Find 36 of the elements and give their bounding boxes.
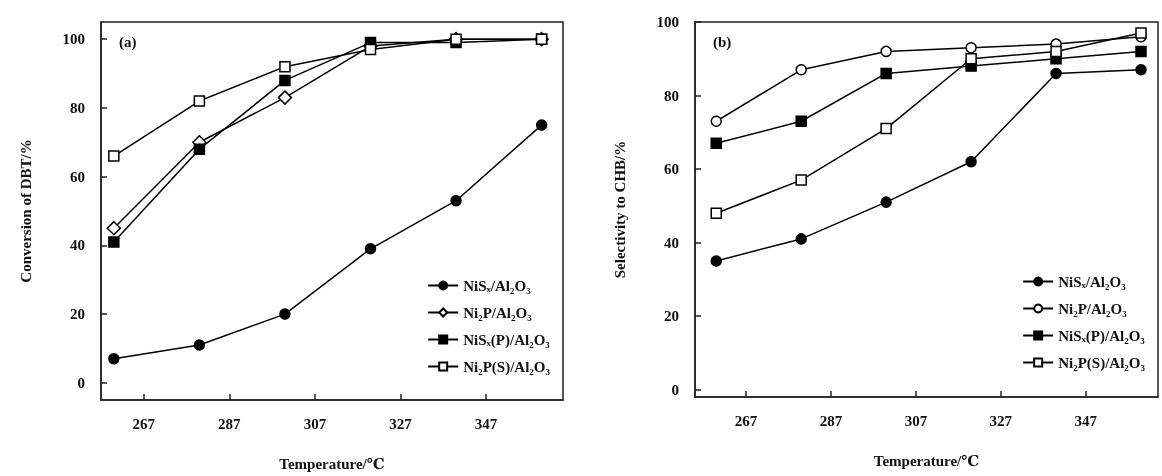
annotation: (a) xyxy=(119,33,137,51)
legend-label: Ni₂P/Al₂O₃ xyxy=(1058,300,1128,317)
x-tick-label: 307 xyxy=(904,412,928,429)
y-tick-label: 20 xyxy=(664,308,679,325)
legend-label: NiSₓ(P)/Al₂O₃ xyxy=(1058,327,1146,345)
x-tick-label: 307 xyxy=(303,415,327,432)
legend-label: NiSₓ/Al₂O₃ xyxy=(463,277,532,294)
x-axis-title: Temperature/℃ xyxy=(873,452,980,469)
y-tick-label: 40 xyxy=(70,237,85,254)
annotation: (b) xyxy=(713,33,732,51)
x-tick-label: 287 xyxy=(819,412,843,429)
y-tick-label: 100 xyxy=(656,14,679,30)
legend-label: NiSₓ/Al₂O₃ xyxy=(1058,273,1127,290)
y-tick-label: 20 xyxy=(70,306,85,323)
y-tick-label: 60 xyxy=(70,168,85,185)
x-tick-label: 327 xyxy=(989,412,1013,429)
y-tick-label: 0 xyxy=(77,374,85,391)
y-tick-label: 80 xyxy=(70,99,85,116)
legend-label: Ni₂P(S)/Al₂O₃ xyxy=(463,358,551,376)
y-tick-label: 60 xyxy=(664,161,679,178)
x-tick-label: 267 xyxy=(734,412,758,429)
x-tick-label: 267 xyxy=(132,415,156,432)
x-tick-label: 347 xyxy=(474,415,498,432)
legend-label: Ni₂P/Al₂O₃ xyxy=(463,304,533,321)
legend-label: NiSₓ(P)/Al₂O₃ xyxy=(463,331,551,349)
y-tick-label: 0 xyxy=(671,381,679,398)
y-tick-label: 100 xyxy=(62,31,85,48)
y-tick-label: 40 xyxy=(664,234,679,251)
x-tick-label: 287 xyxy=(218,415,242,432)
x-axis-title: Temperature/℃ xyxy=(279,455,385,472)
y-axis-title: Conversion of DBT/% xyxy=(17,139,34,283)
y-axis-title: Selectivity to CHB/% xyxy=(611,140,628,279)
legend-label: Ni₂P(S)/Al₂O₃ xyxy=(1058,354,1146,372)
x-tick-label: 347 xyxy=(1074,412,1098,429)
y-tick-label: 80 xyxy=(664,87,679,104)
x-tick-label: 327 xyxy=(389,415,413,432)
